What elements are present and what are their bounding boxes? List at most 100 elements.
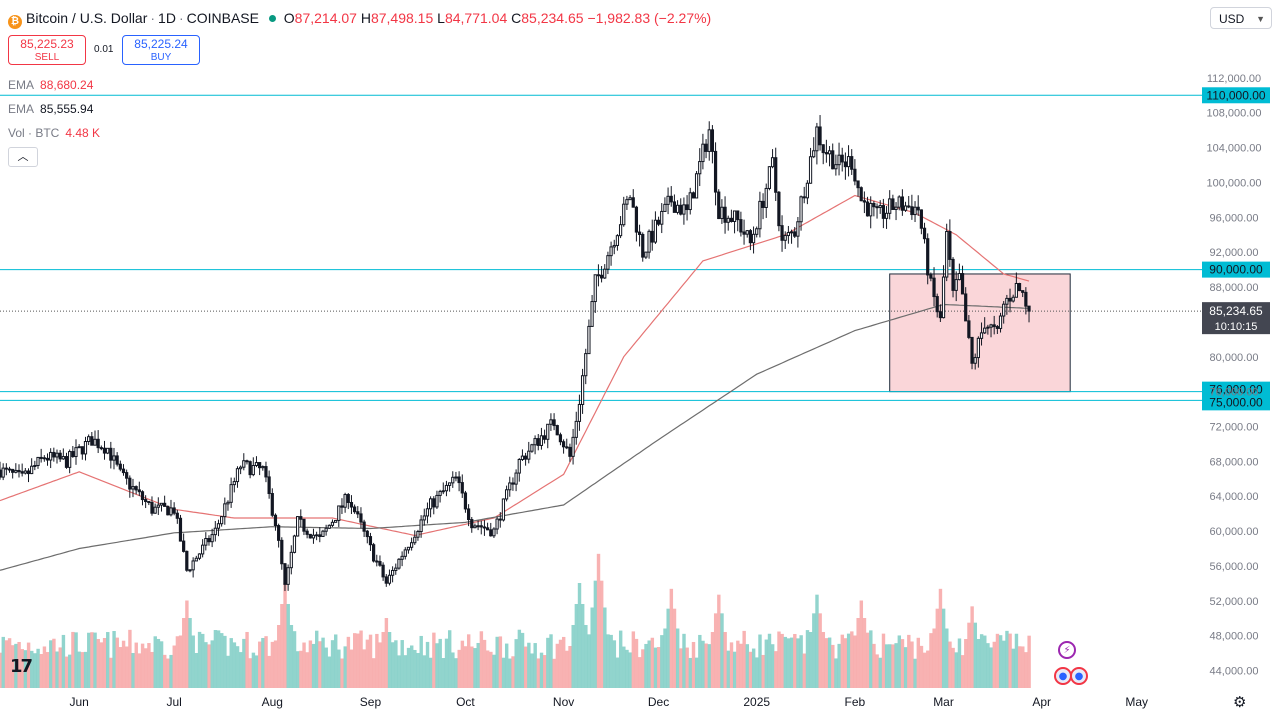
volume-bar xyxy=(837,643,841,688)
candle-body xyxy=(789,231,794,234)
candle-body xyxy=(631,197,635,208)
price-tick-label: 112,000.00 xyxy=(1207,73,1261,85)
volume-bar xyxy=(701,640,705,688)
change-value: −1,982.83 (−2.27%) xyxy=(587,10,712,26)
volume-bar xyxy=(609,634,613,688)
candle-body xyxy=(989,324,993,328)
volume-bar xyxy=(761,654,765,688)
interval[interactable]: 1D xyxy=(158,10,176,26)
currency-selected: USD xyxy=(1219,12,1245,26)
candle-body xyxy=(45,457,50,461)
candle-body xyxy=(175,512,179,519)
volume-bar xyxy=(26,642,31,688)
volume-bar xyxy=(970,606,974,688)
volume-bar xyxy=(872,643,876,688)
candle-body xyxy=(451,476,455,484)
volume-bar xyxy=(1021,646,1025,688)
candle-body xyxy=(821,144,825,154)
ema-slow-legend[interactable]: EMA 85,555.94 xyxy=(8,102,93,116)
candle-body xyxy=(188,569,192,572)
dividends-flash-icon[interactable]: ⚡ xyxy=(1058,641,1076,659)
volume-bar xyxy=(87,632,91,688)
volume-bar xyxy=(498,636,503,688)
tradingview-logo-icon[interactable]: 17 xyxy=(10,656,33,677)
volume-bar xyxy=(387,632,392,688)
candle-body xyxy=(394,567,398,571)
us-flag-event-icon[interactable]: ● xyxy=(1070,667,1088,685)
candle-body xyxy=(618,224,623,237)
candle-body xyxy=(460,482,464,494)
candle-body xyxy=(508,482,512,491)
volume-bar xyxy=(245,631,249,688)
volume-bar xyxy=(191,635,195,688)
candle-body xyxy=(403,549,407,557)
buy-button[interactable]: 85,225.24 BUY xyxy=(122,35,200,65)
volume-bar xyxy=(428,657,433,688)
volume-bar xyxy=(774,651,778,688)
collapse-legend-button[interactable]: ︿ xyxy=(8,147,38,167)
volume-value: 4.48 K xyxy=(65,126,101,140)
volume-bar xyxy=(267,655,271,688)
time-tick-label: Mar xyxy=(933,695,954,709)
symbol-name[interactable]: Bitcoin / U.S. Dollar xyxy=(26,10,148,26)
volume-bar xyxy=(23,650,28,688)
volume-bar xyxy=(77,651,81,688)
price-tick-label: 92,000.00 xyxy=(1210,247,1259,259)
volume-bar xyxy=(884,644,889,688)
volume-bar xyxy=(853,635,857,688)
volume-bar xyxy=(150,651,154,688)
bitcoin-logo-icon: ₿ xyxy=(8,15,22,29)
candle-body xyxy=(986,326,990,329)
currency-select[interactable]: USD ▼ xyxy=(1210,7,1272,29)
volume-bar xyxy=(508,658,512,688)
candle-body xyxy=(137,489,141,493)
candle-body xyxy=(23,470,27,474)
candle-body xyxy=(650,230,654,243)
candle-body xyxy=(688,192,692,211)
candle-body xyxy=(30,465,34,475)
volume-bar xyxy=(112,630,116,688)
volume-bar xyxy=(454,658,458,688)
candle-body xyxy=(378,561,382,566)
volume-bar xyxy=(739,643,743,688)
candle-body xyxy=(960,273,965,295)
candle-body xyxy=(201,544,205,555)
candle-body xyxy=(444,484,449,492)
volume-bar xyxy=(11,645,15,688)
volume-bar xyxy=(644,643,648,688)
volume-bar xyxy=(226,655,230,688)
volume-bar xyxy=(726,650,731,688)
ema-fast-legend[interactable]: EMA 88,680.24 xyxy=(8,78,93,92)
time-tick-label: Feb xyxy=(845,695,866,709)
candle-body xyxy=(954,279,958,291)
candle-body xyxy=(49,451,53,461)
volume-bar xyxy=(967,622,971,688)
candle-body xyxy=(435,494,439,508)
volume-bar xyxy=(732,651,737,688)
volume-bar xyxy=(242,638,246,688)
volume-bar xyxy=(891,644,895,688)
candle-body xyxy=(204,538,208,546)
candle-body xyxy=(691,192,696,199)
settings-gear-icon[interactable]: ⚙ xyxy=(1233,694,1247,711)
candle-body xyxy=(840,154,844,163)
candle-body xyxy=(910,206,914,216)
volume-bar xyxy=(504,643,509,688)
candle-body xyxy=(134,486,138,491)
volume-bar xyxy=(862,618,867,688)
sell-button[interactable]: 85,225.23 SELL xyxy=(8,35,86,65)
volume-bar xyxy=(596,553,601,688)
volume-bar xyxy=(359,630,363,688)
exchange: COINBASE xyxy=(186,10,259,26)
candle-body xyxy=(805,182,809,199)
candle-body xyxy=(922,227,927,240)
price-tick-label: 72,000.00 xyxy=(1210,422,1259,434)
volume-bar xyxy=(251,652,256,688)
candle-body xyxy=(945,231,949,278)
volume-bar xyxy=(894,643,898,688)
candle-body xyxy=(590,301,594,327)
volume-legend[interactable]: Vol · BTC 4.48 K xyxy=(8,126,100,140)
candle-body xyxy=(55,452,59,458)
symbol-header: ₿ Bitcoin / U.S. Dollar · 1D · COINBASE O87,2… xyxy=(8,10,711,29)
